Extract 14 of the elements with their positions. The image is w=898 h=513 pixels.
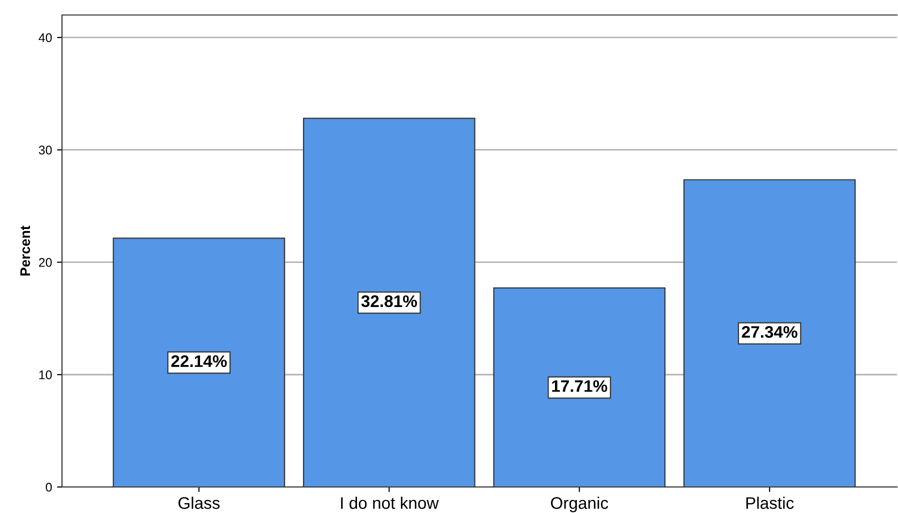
data-label: 27.34% xyxy=(742,326,798,338)
data-label: 32.81% xyxy=(361,295,417,308)
x-tick-label: Organic xyxy=(550,496,608,512)
y-axis-title: Percent xyxy=(20,226,30,276)
data-label: 22.14% xyxy=(171,355,227,368)
data-label: 17.71% xyxy=(552,380,608,392)
y-tick-label: 0 xyxy=(46,482,52,492)
x-tick-label: I do not know xyxy=(341,496,439,509)
y-tick-label: 10 xyxy=(39,370,52,380)
y-tick-label: 30 xyxy=(38,146,52,155)
y-tick-label: 40 xyxy=(38,33,52,42)
x-tick-label: Plastic xyxy=(746,496,794,509)
x-tick-label: Glass xyxy=(178,496,220,509)
y-tick-label: 20 xyxy=(39,258,52,267)
